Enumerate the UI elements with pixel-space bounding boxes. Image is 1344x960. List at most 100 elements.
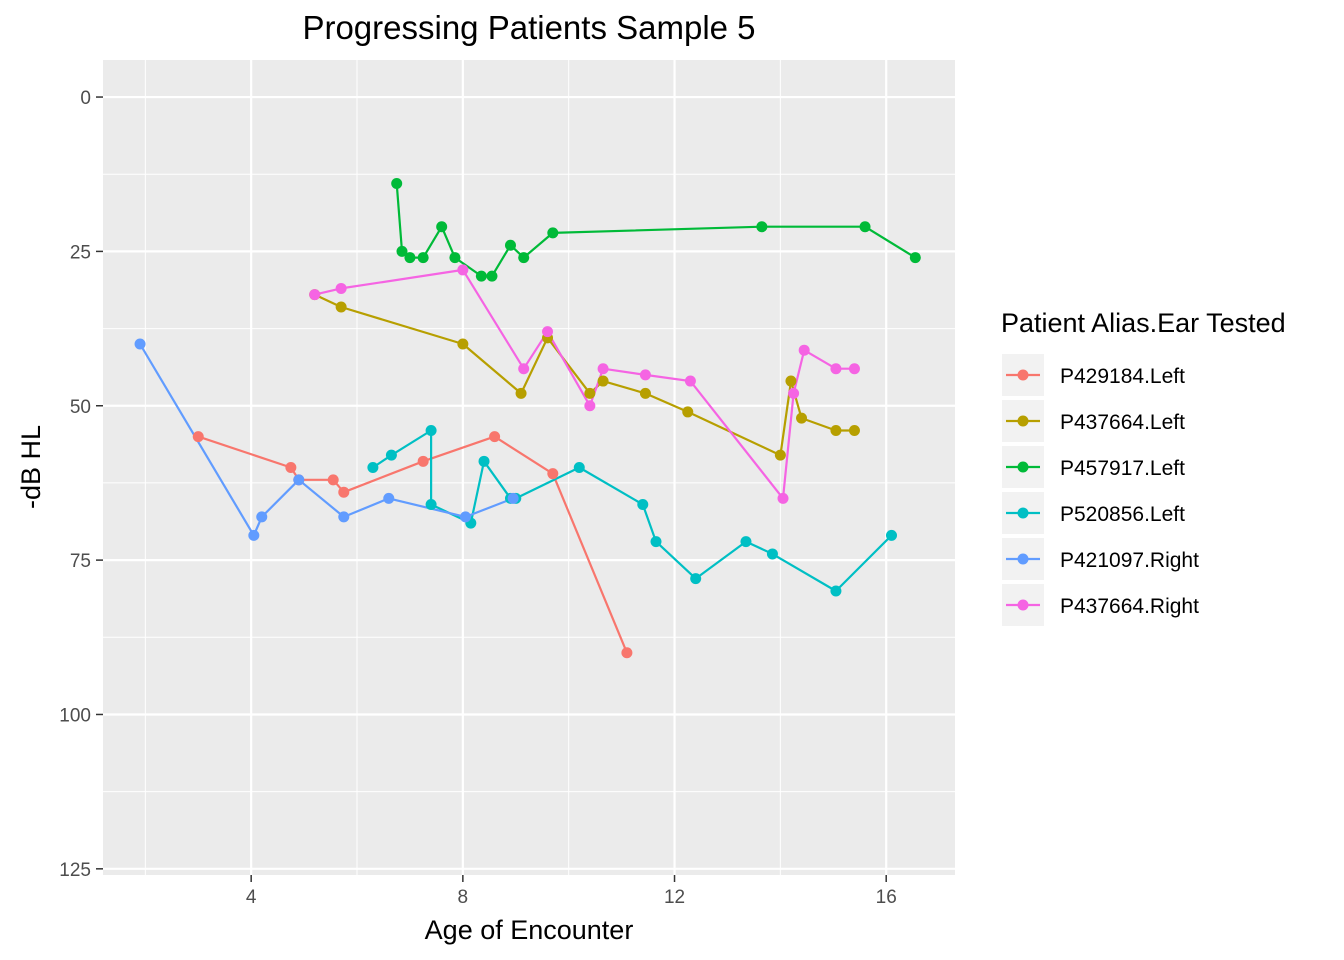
legend-key-point (1017, 461, 1029, 473)
y-tick-label: 50 (70, 397, 91, 418)
data-point-P421097.Right (338, 511, 350, 523)
data-point-P437664.Right (542, 326, 554, 338)
series-line-P520856.Left (372, 429, 893, 593)
data-point-P437664.Right (309, 289, 321, 301)
data-point-P457917.Left (518, 252, 530, 264)
data-point-P429184.Left (489, 431, 501, 443)
data-point-P429184.Left (285, 462, 297, 473)
data-point-P437664.Right (830, 363, 842, 375)
data-point-P437664.Left (785, 375, 797, 387)
data-point-P437664.Left (848, 424, 860, 436)
data-point-P429184.Left (192, 431, 204, 443)
data-point-P437664.Right (518, 363, 530, 375)
legend-key-point (1017, 553, 1029, 565)
data-point-P457917.Left (504, 239, 516, 251)
x-tick-label: 4 (246, 887, 257, 908)
data-point-P421097.Right (507, 492, 519, 504)
data-point-P437664.Right (848, 363, 860, 375)
data-point-P520856.Left (573, 462, 585, 473)
data-point-P429184.Left (327, 474, 339, 486)
data-point-P520856.Left (885, 529, 897, 541)
legend-key-point (1017, 415, 1029, 427)
data-point-P457917.Left (756, 221, 768, 233)
y-axis-title: -dB HL (16, 425, 46, 509)
data-point-P437664.Left (796, 412, 808, 424)
data-point-P437664.Left (639, 387, 651, 399)
data-point-P437664.Right (597, 363, 609, 375)
data-point-P457917.Left (396, 245, 408, 257)
data-point-P421097.Right (134, 338, 146, 350)
data-point-P520856.Left (367, 462, 379, 473)
data-point-P437664.Right (684, 375, 696, 387)
y-tick-label: 25 (70, 242, 91, 263)
legend-key-point (1017, 599, 1029, 611)
data-point-P520856.Left (766, 548, 778, 560)
legend-key-point (1017, 369, 1029, 381)
legend-label: P421097.Right (1060, 549, 1199, 572)
data-point-P457917.Left (486, 270, 498, 282)
legend-items: P429184.Left P437664.Left P457917.Left P520… (1002, 354, 1199, 626)
series-points (134, 177, 921, 659)
data-point-P457917.Left (449, 252, 461, 264)
legend-key-point (1017, 507, 1029, 519)
data-point-P421097.Right (256, 511, 268, 523)
series-line-P437664.Right (314, 268, 855, 500)
legend-label: P437664.Right (1060, 595, 1199, 618)
data-point-P437664.Left (335, 301, 347, 313)
legend-label: P429184.Left (1060, 365, 1185, 388)
data-point-P429184.Left (417, 455, 429, 467)
y-axis: 0 25 50 75 100 125 (59, 88, 103, 881)
data-point-P457917.Left (859, 221, 871, 233)
data-point-P520856.Left (650, 536, 662, 548)
data-point-P437664.Left (584, 387, 596, 399)
legend-label: P437664.Left (1060, 411, 1185, 434)
x-axis: 4 8 12 16 (246, 875, 897, 908)
data-point-P437664.Left (830, 424, 842, 436)
data-point-P421097.Right (293, 474, 305, 486)
data-point-P429184.Left (547, 468, 559, 480)
data-point-P457917.Left (436, 221, 448, 233)
data-point-P520856.Left (478, 455, 490, 467)
plot-panel (103, 60, 955, 875)
legend-label: P520856.Left (1060, 503, 1185, 526)
data-point-P437664.Right (639, 369, 651, 381)
data-point-P437664.Right (777, 492, 789, 504)
y-tick-label: 100 (59, 705, 91, 726)
x-tick-label: 16 (876, 887, 897, 908)
data-point-P520856.Left (740, 536, 752, 548)
x-tick-label: 8 (458, 887, 469, 908)
data-point-P457917.Left (547, 227, 559, 239)
minor-gridlines (103, 60, 955, 875)
data-point-P457917.Left (404, 252, 416, 264)
data-point-P457917.Left (475, 270, 487, 282)
data-point-P520856.Left (690, 573, 702, 585)
x-tick-label: 12 (664, 887, 685, 908)
data-point-P520856.Left (425, 499, 437, 511)
data-point-P421097.Right (383, 492, 395, 504)
data-point-P520856.Left (637, 499, 649, 511)
data-point-P429184.Left (338, 486, 350, 498)
data-point-P437664.Right (788, 387, 800, 399)
data-point-P421097.Right (459, 511, 471, 523)
data-point-P437664.Left (682, 406, 694, 418)
data-point-P437664.Left (774, 449, 786, 461)
y-tick-label: 75 (70, 551, 91, 572)
data-point-P437664.Left (597, 375, 609, 387)
data-point-P437664.Right (335, 282, 347, 294)
series-line-P437664.Left (314, 293, 855, 457)
y-tick-label: 125 (59, 860, 91, 881)
data-point-P429184.Left (621, 647, 633, 659)
chart-title: Progressing Patients Sample 5 (302, 9, 755, 46)
data-point-P457917.Left (909, 252, 921, 264)
data-point-P437664.Right (457, 264, 469, 276)
data-point-P421097.Right (248, 529, 260, 541)
data-point-P437664.Right (798, 344, 810, 356)
data-point-P457917.Left (417, 252, 429, 264)
data-point-P457917.Left (391, 177, 403, 189)
major-gridlines (103, 60, 955, 875)
data-point-P520856.Left (385, 449, 397, 461)
legend: Patient Alias.Ear Tested P429184.Left P43… (1001, 308, 1286, 626)
legend-title: Patient Alias.Ear Tested (1001, 308, 1286, 338)
data-point-P520856.Left (830, 585, 842, 597)
